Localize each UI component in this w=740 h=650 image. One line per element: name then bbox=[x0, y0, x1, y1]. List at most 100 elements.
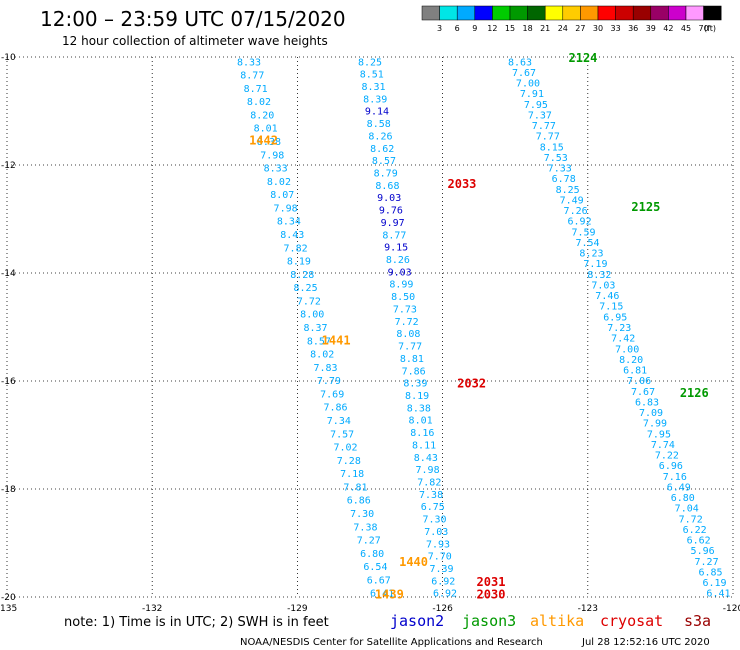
wave-height-value: 7.33 bbox=[548, 164, 572, 175]
wave-height-value: 7.86 bbox=[323, 403, 347, 414]
x-tick-label: -123 bbox=[578, 604, 598, 614]
wave-height-value: 7.79 bbox=[317, 376, 341, 387]
wave-height-value: 7.73 bbox=[393, 304, 417, 315]
colorbar-swatch bbox=[421, 5, 440, 21]
wave-height-value: 8.02 bbox=[267, 177, 291, 188]
wave-height-value: 7.53 bbox=[544, 153, 568, 164]
wave-height-value: 7.83 bbox=[313, 363, 337, 374]
colorbar-swatch bbox=[668, 5, 687, 21]
wave-height-value: 7.42 bbox=[611, 334, 635, 345]
wave-height-value: 7.72 bbox=[679, 514, 703, 525]
legend-altika: altika bbox=[530, 612, 584, 630]
wave-height-value: 6.22 bbox=[683, 525, 707, 536]
pass-number-label: 2124 bbox=[569, 51, 598, 65]
colorbar-swatch bbox=[527, 5, 546, 21]
wave-height-value: 8.43 bbox=[414, 453, 438, 464]
wave-height-value: 7.57 bbox=[330, 429, 354, 440]
satellite-legend: jason2 jason3 altika cryosat s3a bbox=[390, 612, 711, 630]
pass-number-label: 2125 bbox=[631, 200, 660, 214]
colorbar-swatch bbox=[562, 5, 581, 21]
wave-height-value: 6.83 bbox=[635, 397, 659, 408]
wave-height-value: 8.37 bbox=[304, 323, 328, 334]
wave-height-value: 7.04 bbox=[675, 504, 699, 515]
wave-height-value: 7.82 bbox=[284, 243, 308, 254]
satellite-tracks: 8.33 8.77 8.71 8.02 8.20 8.01 8.38 7.98 8.33 8.02… bbox=[237, 51, 731, 601]
y-tick-label: -14 bbox=[1, 269, 16, 279]
wave-height-value: 9.15 bbox=[384, 243, 408, 254]
wave-height-value: 8.01 bbox=[254, 124, 278, 135]
wave-height-value: 6.92 bbox=[568, 217, 592, 228]
wave-height-value: 7.86 bbox=[402, 366, 426, 377]
x-tick-label: -120 bbox=[723, 604, 740, 614]
colorbar-swatch bbox=[492, 5, 511, 21]
legend-jason3: jason3 bbox=[462, 612, 516, 630]
wave-height-value: 9.03 bbox=[377, 193, 401, 204]
wave-height-value: 7.30 bbox=[350, 509, 374, 520]
wave-height-value: 8.01 bbox=[409, 416, 433, 427]
wave-height-value: 8.38 bbox=[257, 137, 281, 148]
wave-height-value: 8.68 bbox=[375, 181, 399, 192]
colorbar-swatch bbox=[632, 5, 652, 21]
wave-height-value: 7.77 bbox=[532, 121, 556, 132]
wave-height-value: 7.98 bbox=[274, 203, 298, 214]
wave-height-value: 8.79 bbox=[374, 169, 398, 180]
wave-height-value: 8.39 bbox=[403, 379, 427, 390]
colorbar-swatch bbox=[685, 5, 704, 21]
wave-height-value: 8.51 bbox=[360, 70, 384, 81]
wave-height-value: 8.19 bbox=[405, 391, 429, 402]
chart-title: 12:00 – 23:59 UTC 07/15/2020 bbox=[40, 7, 346, 31]
wave-height-value: 7.81 bbox=[343, 482, 367, 493]
colorbar-swatch bbox=[580, 5, 599, 21]
x-tick-label: -126 bbox=[432, 604, 453, 614]
pass-number-label: 1439 bbox=[375, 587, 404, 601]
colorbar-label: 9 bbox=[472, 24, 477, 33]
pass-number-label: 2032 bbox=[457, 377, 486, 391]
wave-height-value: 6.67 bbox=[367, 575, 391, 586]
wave-height-value: 8.00 bbox=[300, 310, 324, 321]
wave-height-value: 7.95 bbox=[647, 429, 671, 440]
wave-height-value: 6.62 bbox=[687, 536, 711, 547]
wave-height-value: 7.70 bbox=[428, 552, 452, 563]
wave-height-value: 7.99 bbox=[643, 419, 667, 430]
colorbar-label: 30 bbox=[593, 24, 603, 33]
colorbar-label: 70 bbox=[699, 24, 709, 33]
wave-height-value: 8.26 bbox=[386, 255, 410, 266]
colorbar-label: 27 bbox=[575, 24, 585, 33]
wave-height-value: 8.77 bbox=[382, 230, 406, 241]
y-tick-label: -18 bbox=[1, 485, 16, 495]
colorbar-label: 15 bbox=[505, 24, 515, 33]
wave-height-value: 7.77 bbox=[398, 342, 422, 353]
wave-height-value: 8.50 bbox=[391, 292, 415, 303]
axis-ticks: -135 -132 -129 -126 -123 -120 -10 -12 -14 -16 -18 -… bbox=[0, 53, 740, 614]
pass-number-label: 1440 bbox=[399, 555, 428, 569]
wave-height-value: 6.96 bbox=[659, 461, 683, 472]
y-tick-label: -12 bbox=[1, 161, 16, 171]
y-tick-label: -10 bbox=[1, 53, 16, 63]
colorbar-swatch bbox=[650, 5, 669, 21]
colorbar-swatch bbox=[597, 5, 616, 21]
wave-height-value: 9.76 bbox=[379, 206, 403, 217]
wave-height-value: 8.28 bbox=[290, 270, 314, 281]
footer-timestamp: Jul 28 12:52:16 UTC 2020 bbox=[581, 637, 710, 648]
pass-number-label: 1441 bbox=[322, 334, 351, 348]
wave-height-value: 8.71 bbox=[244, 84, 268, 95]
colorbar-swatch bbox=[615, 5, 634, 21]
wave-height-value: 7.93 bbox=[426, 539, 450, 550]
colorbar-label: 18 bbox=[523, 24, 533, 33]
wave-height-value: 8.11 bbox=[412, 440, 436, 451]
wave-height-value: 7.38 bbox=[353, 522, 377, 533]
wave-height-value: 7.22 bbox=[655, 451, 679, 462]
wave-height-value: 6.19 bbox=[702, 578, 726, 589]
wave-height-value: 7.34 bbox=[327, 416, 351, 427]
wave-height-value: 8.62 bbox=[370, 144, 394, 155]
colorbar-swatch bbox=[509, 5, 528, 21]
colorbar-label: 12 bbox=[487, 24, 497, 33]
track-altika: 8.33 8.77 8.71 8.02 8.20 8.01 8.38 7.98 8.33 8.02… bbox=[237, 57, 428, 601]
colorbar-label: 24 bbox=[558, 24, 568, 33]
wave-height-value: 8.33 bbox=[264, 164, 288, 175]
wave-height-value: 7.74 bbox=[651, 440, 675, 451]
colorbar-swatch bbox=[544, 5, 564, 21]
wave-height-value: 6.80 bbox=[671, 493, 695, 504]
map-grid bbox=[6, 56, 734, 598]
